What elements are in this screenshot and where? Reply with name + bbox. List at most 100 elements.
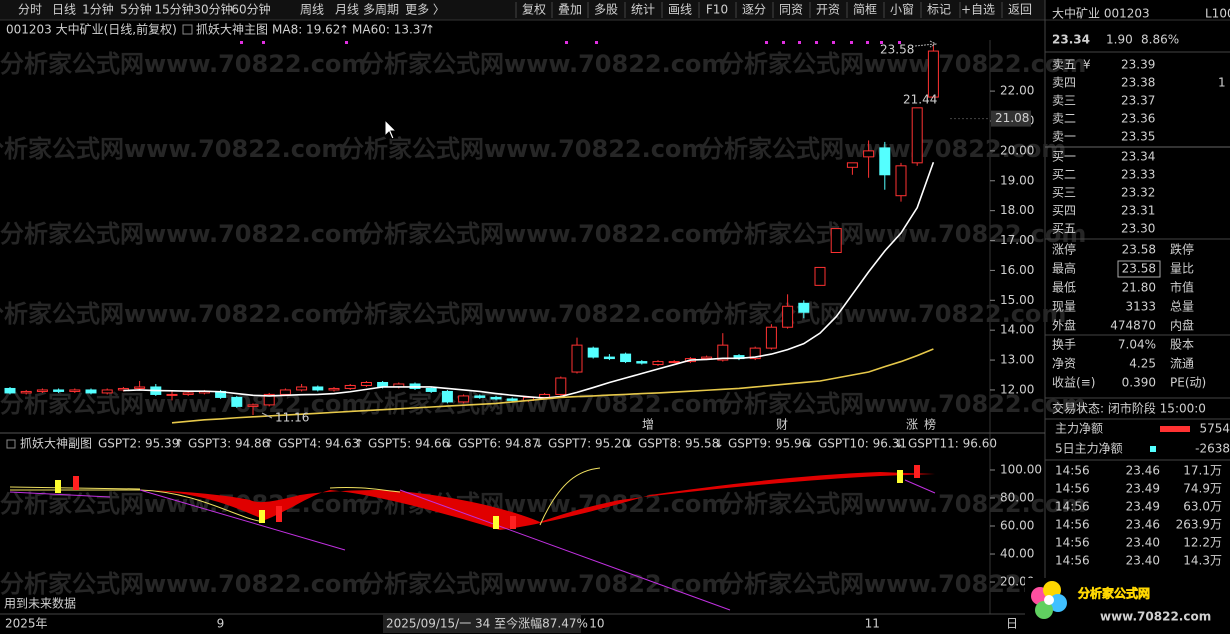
stat-label: 总量 bbox=[1170, 300, 1194, 314]
signal-dot bbox=[898, 41, 901, 44]
tick-price: 23.49 bbox=[1126, 500, 1160, 514]
signal-dot bbox=[595, 41, 598, 44]
book-label: 买四 bbox=[1052, 204, 1076, 218]
period-tab[interactable]: 15分钟 bbox=[154, 2, 193, 17]
signal-dot bbox=[798, 41, 801, 44]
period-tab[interactable]: 月线 bbox=[335, 3, 359, 17]
toolbar-button[interactable]: 同资 bbox=[779, 3, 803, 17]
stat-label: 现量 bbox=[1052, 300, 1076, 314]
mouse-cursor bbox=[384, 118, 398, 140]
stat-label: 内盘 bbox=[1170, 318, 1194, 333]
tick-time: 14:56 bbox=[1055, 518, 1090, 532]
watermark: 分析家公式网www.70822.com bbox=[720, 490, 1086, 518]
watermark: 分析家公式网www.70822.com bbox=[340, 300, 706, 328]
y-tick-label: 40.00 bbox=[1000, 547, 1034, 561]
period-tab[interactable]: 5分钟 bbox=[120, 2, 152, 17]
y-tick-label: 13.00 bbox=[1000, 353, 1034, 367]
stat-label: 流通 bbox=[1170, 357, 1194, 371]
petal bbox=[1044, 595, 1054, 605]
sub-title: 抓妖大神副图 bbox=[20, 437, 92, 451]
book-price: 23.33 bbox=[1121, 168, 1155, 182]
candle-body bbox=[344, 384, 356, 389]
toolbar-button[interactable]: 返回 bbox=[1008, 3, 1032, 17]
book-price: 23.30 bbox=[1121, 222, 1155, 236]
candle-body bbox=[846, 162, 858, 168]
sub-readout: GSPT3: 94.86 bbox=[188, 437, 269, 451]
watermark: 分析家公式网www.70822.com bbox=[0, 300, 346, 328]
period-tab[interactable]: 更多 〉 bbox=[405, 3, 445, 17]
toolbar-button[interactable]: F10 bbox=[706, 3, 728, 17]
book-price: 23.36 bbox=[1121, 112, 1155, 126]
toolbar-button[interactable]: 标记 bbox=[927, 3, 951, 17]
stat-value: 21.80 bbox=[1122, 281, 1156, 295]
ribbon-edge bbox=[9, 467, 601, 526]
arrow: ↓ bbox=[624, 437, 634, 451]
period-tab[interactable]: 分时 bbox=[18, 3, 42, 17]
candle-body bbox=[360, 381, 372, 386]
period-tab[interactable]: 60分钟 bbox=[231, 2, 270, 17]
period-tab[interactable]: 日线 bbox=[52, 3, 76, 17]
flow-label: 主力净额 bbox=[1055, 422, 1103, 436]
book-price: 23.39 bbox=[1121, 58, 1155, 72]
period-tab[interactable]: 1分钟 bbox=[82, 2, 114, 17]
toolbar-button[interactable]: 复权 bbox=[522, 3, 546, 17]
tick-time: 14:56 bbox=[1055, 500, 1090, 514]
stat-value: 23.58 bbox=[1122, 243, 1156, 257]
signal-bar bbox=[55, 480, 61, 493]
candle-body bbox=[247, 404, 259, 407]
arrow: ↓ bbox=[714, 437, 724, 451]
period-tab[interactable]: 30分钟 bbox=[193, 2, 232, 17]
arrow: ↓ bbox=[804, 437, 814, 451]
candle-body bbox=[20, 390, 32, 394]
toolbar-button[interactable]: 叠加 bbox=[558, 3, 582, 17]
period-tab[interactable]: 多周期 bbox=[363, 3, 399, 17]
toolbar-button[interactable]: +自选 bbox=[961, 3, 995, 17]
annotation-arrow bbox=[914, 40, 938, 48]
candle-body bbox=[927, 50, 939, 98]
arrow: ↓ bbox=[534, 437, 544, 451]
arrow: ↑ bbox=[339, 23, 349, 37]
period-tab[interactable]: 周线 bbox=[300, 3, 324, 17]
event-marker: 财 bbox=[776, 418, 788, 432]
watermark: 分析家公式网www.70822.com bbox=[360, 50, 726, 78]
toolbar-button[interactable]: 小窗 bbox=[890, 3, 914, 17]
sub-readout: GSPT11: 96.60 bbox=[908, 437, 997, 451]
y-tick-label: 80.00 bbox=[1000, 490, 1034, 504]
candle-body bbox=[263, 393, 275, 406]
y-tick-label: 20.00 bbox=[1000, 143, 1034, 157]
candle-body bbox=[636, 361, 648, 364]
toolbar-button[interactable]: 逐分 bbox=[742, 3, 766, 17]
signal-bar bbox=[73, 476, 79, 490]
signal-dot bbox=[262, 41, 265, 44]
candle-body bbox=[603, 356, 615, 360]
toolbar-button[interactable]: 开资 bbox=[816, 3, 840, 17]
book-price: 23.32 bbox=[1121, 186, 1155, 200]
petal bbox=[1035, 601, 1053, 619]
watermark: 分析家公式网www.70822.com bbox=[0, 135, 346, 163]
toolbar-button[interactable]: 简框 bbox=[853, 3, 877, 17]
cursor-price-box bbox=[991, 110, 1031, 127]
settings-icon bbox=[182, 24, 193, 35]
signal-bar bbox=[259, 510, 265, 523]
toolbar-button[interactable]: 多股 bbox=[594, 3, 618, 17]
signal-dot bbox=[832, 41, 835, 44]
toolbar-button[interactable]: 画线 bbox=[668, 3, 692, 17]
tick-time: 14:56 bbox=[1055, 536, 1090, 550]
signal-bar bbox=[897, 470, 903, 483]
sub-readout: GSPT8: 95.58 bbox=[638, 437, 719, 451]
y-tick-label: 19.00 bbox=[1000, 173, 1034, 187]
annotation-arrow bbox=[261, 412, 273, 419]
signal-bar bbox=[914, 465, 920, 478]
toolbar-button[interactable]: 统计 bbox=[631, 3, 655, 17]
logo-name: 分析家公式网 bbox=[1078, 586, 1150, 601]
stat-label: 市值 bbox=[1170, 280, 1194, 295]
stat-label: PE(动) bbox=[1170, 376, 1206, 390]
flow-value: 5754 bbox=[1199, 422, 1230, 436]
candle-body bbox=[798, 302, 810, 313]
book-price: 23.31 bbox=[1121, 204, 1155, 218]
candle-body bbox=[166, 393, 178, 396]
candle-body bbox=[182, 392, 194, 395]
signal-bar bbox=[276, 506, 282, 522]
watermark: 分析家公式网www.70822.com bbox=[720, 220, 1086, 248]
trade-state: 交易状态: 闭市阶段 15:00:0 bbox=[1052, 401, 1206, 416]
